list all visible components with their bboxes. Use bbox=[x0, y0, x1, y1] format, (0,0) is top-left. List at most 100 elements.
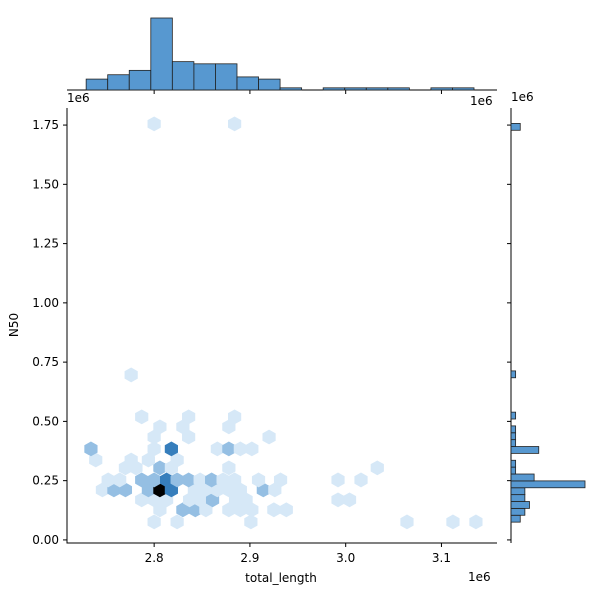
hexbin-cell bbox=[239, 492, 253, 508]
hist-bar bbox=[107, 74, 130, 91]
hexbin-cell bbox=[222, 460, 236, 476]
hist-bar bbox=[150, 17, 173, 91]
x-tick-label: 2.9 bbox=[240, 551, 259, 565]
hexbin-cell bbox=[251, 472, 266, 488]
y-tick-label: 0.50 bbox=[32, 414, 59, 428]
offset-label: 1e6 bbox=[470, 94, 493, 108]
hist-bar bbox=[510, 480, 586, 489]
hist-bar bbox=[193, 63, 216, 91]
hexbin-cell bbox=[159, 472, 174, 488]
hexbin-cell bbox=[331, 472, 345, 488]
hexbin-cell bbox=[141, 482, 156, 498]
hist-bar bbox=[510, 439, 517, 447]
hexbin-cell bbox=[199, 502, 213, 518]
hexbin-cell bbox=[147, 472, 161, 488]
hexbin-cell bbox=[233, 441, 247, 457]
hist-bar bbox=[452, 87, 475, 91]
hexbin-cell bbox=[222, 502, 236, 518]
y-tick-label: 1.50 bbox=[32, 177, 59, 191]
hist-bar bbox=[236, 76, 259, 91]
hexbin-cell bbox=[170, 452, 184, 468]
offset-label: 1e6 bbox=[468, 570, 491, 584]
hexbin-cell bbox=[262, 429, 276, 445]
hexbin-cell bbox=[331, 492, 345, 508]
hexbin-cell bbox=[135, 472, 149, 488]
hexbin-cell bbox=[101, 472, 115, 488]
x-tick-label: 2.8 bbox=[145, 551, 164, 565]
hexbin-cell bbox=[245, 502, 259, 518]
y-tick-label: 1.25 bbox=[32, 237, 59, 251]
hist-bar bbox=[258, 78, 281, 91]
hexbin-cell bbox=[147, 492, 161, 508]
x-tick-label: 3.1 bbox=[432, 551, 451, 565]
y-tick-label: 0.00 bbox=[32, 533, 59, 547]
hexbin-cell bbox=[205, 472, 219, 488]
hexbin-cell bbox=[268, 482, 282, 498]
hexbin-cell bbox=[193, 472, 207, 488]
hist-bar bbox=[510, 487, 526, 496]
hist-bar bbox=[510, 514, 521, 523]
hexbin-cell bbox=[182, 472, 196, 488]
hist-bar bbox=[510, 501, 530, 509]
hexbin-cell bbox=[153, 502, 167, 518]
offset-label: 1e6 bbox=[67, 91, 90, 105]
hexbin-cell bbox=[147, 441, 161, 457]
hexbin-cell bbox=[176, 419, 190, 435]
hexbin-cell bbox=[176, 502, 190, 518]
hexbin-cell bbox=[187, 482, 201, 498]
hexbin-cell bbox=[273, 472, 288, 488]
y-tick-label: 1.75 bbox=[32, 118, 59, 132]
axis-spine bbox=[66, 108, 497, 544]
hexbin-cell bbox=[170, 514, 184, 530]
hist-bar bbox=[215, 63, 238, 91]
hist-bar bbox=[510, 370, 517, 379]
hexbin-cell bbox=[267, 502, 281, 518]
hexbin-cell bbox=[182, 409, 196, 425]
hist-bar bbox=[510, 459, 517, 468]
hist-bar bbox=[171, 61, 195, 91]
hist-bar bbox=[510, 123, 521, 131]
hexbin-cell bbox=[135, 409, 149, 425]
hexbin-cell bbox=[124, 367, 138, 383]
hexbin-cell bbox=[370, 460, 384, 476]
hexbin-cell bbox=[446, 514, 460, 530]
hexbin-cell bbox=[89, 452, 103, 468]
hist-bar bbox=[322, 87, 346, 91]
hexbin-cell bbox=[222, 482, 236, 498]
hist-bar bbox=[510, 425, 517, 434]
hist-bar bbox=[279, 87, 303, 91]
hexbin-cell bbox=[135, 492, 149, 508]
hexbin-cell bbox=[153, 482, 167, 498]
hist-bar bbox=[510, 466, 517, 475]
y-tick-label: 0.25 bbox=[32, 474, 59, 488]
hexbin-cell bbox=[210, 482, 224, 498]
hexbin-cell bbox=[222, 441, 236, 457]
hist-bar bbox=[510, 432, 517, 441]
hexbin-cell bbox=[227, 116, 242, 132]
hexbin-cell bbox=[147, 514, 161, 530]
hexbin-cell bbox=[118, 482, 133, 498]
x-tick-label: 3.0 bbox=[336, 551, 355, 565]
hist-bar bbox=[344, 87, 367, 91]
offset-label: 1e6 bbox=[511, 90, 534, 104]
hexbin-cell bbox=[95, 482, 110, 498]
hexbin-cell bbox=[210, 441, 224, 457]
hist-bar bbox=[387, 87, 410, 91]
hexbin-cell bbox=[107, 482, 121, 498]
hexbin-cell bbox=[153, 460, 167, 476]
hexbin-cell bbox=[84, 441, 98, 457]
y-tick-label: 1.00 bbox=[32, 296, 59, 310]
y-tick-label: 0.75 bbox=[32, 355, 59, 369]
hexbin-cell bbox=[354, 472, 368, 488]
hexbin-cell bbox=[244, 514, 258, 530]
hexbin-cell bbox=[342, 492, 357, 508]
hexbin-cell bbox=[227, 409, 242, 425]
hexbin-cell bbox=[124, 452, 138, 468]
x-axis-label: total_length bbox=[245, 571, 317, 585]
hexbin-cell bbox=[141, 452, 156, 468]
hexbin-cell bbox=[233, 482, 247, 498]
hexbin-cell bbox=[216, 472, 230, 488]
hexbin-cell bbox=[400, 514, 414, 530]
